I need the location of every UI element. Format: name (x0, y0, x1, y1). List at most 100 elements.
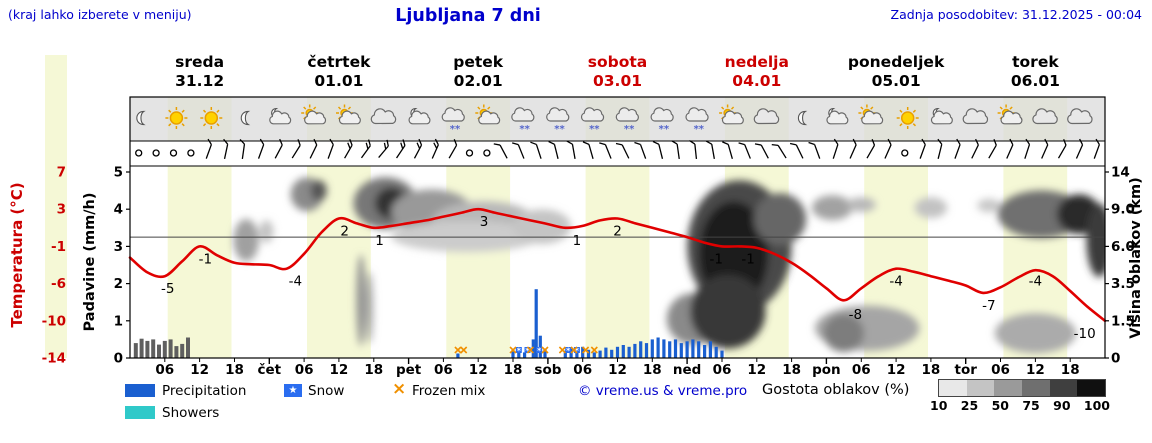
temperature-value-label: -1 (709, 251, 722, 267)
svg-text:0: 0 (1111, 351, 1120, 367)
precipitation-tick-labels: 5 4 3 2 1 0 (114, 165, 123, 367)
snow-swatch: ★ (284, 384, 302, 397)
wind-barb-icon (344, 139, 353, 159)
wind-row-bg (130, 141, 1105, 166)
frozen-mix-legend-label: Frozen mix (412, 383, 486, 399)
svg-text:06: 06 (713, 362, 732, 378)
snowflakes-glyph: ** (659, 124, 670, 135)
svg-text:06: 06 (852, 362, 871, 378)
snowflakes-glyph: ** (589, 124, 600, 135)
scale-label: 100 (1083, 398, 1110, 413)
wind-barb-icon (493, 143, 508, 159)
showers-swatch (125, 406, 155, 419)
svg-text:pon: pon (812, 362, 841, 378)
wind-barb-icon (291, 139, 301, 159)
wind-barb-icon (257, 138, 265, 159)
wind-barb-icon (360, 139, 371, 159)
wind-barb-icon (954, 138, 961, 159)
wind-barb-icon (448, 139, 458, 159)
svg-text:18: 18 (364, 362, 383, 378)
wind-barb-icon (866, 139, 876, 159)
svg-text:06: 06 (434, 362, 453, 378)
frozen-mix-icon: × (392, 379, 407, 399)
cloud-icon (370, 108, 397, 125)
wind-barb-icon (832, 138, 839, 159)
wind-barb-icon (722, 141, 733, 159)
wind-barb-icon (378, 139, 389, 159)
sun-icon (896, 107, 919, 129)
snow-markers: * * * * * (515, 347, 580, 356)
svg-text:-14: -14 (42, 351, 66, 367)
day-date: 03.01 (593, 72, 642, 90)
calm-wind-icon (187, 149, 195, 157)
cloud-icon (753, 108, 780, 125)
temperature-value-label: -1 (741, 251, 754, 267)
day-date: 01.01 (314, 72, 363, 90)
day-name: četrtek (307, 53, 371, 71)
wind-barb-icon (1093, 138, 1100, 159)
svg-text:1.5: 1.5 (1111, 313, 1135, 329)
calm-wind-icon (901, 149, 909, 157)
precipitation-bars (456, 289, 724, 358)
svg-text:-10: -10 (42, 313, 66, 329)
cloud-density-legend-label: Gostota oblakov (%) (762, 382, 910, 398)
svg-text:ned: ned (673, 362, 701, 378)
snowflakes-glyph: ** (624, 124, 635, 135)
temperature-value-label: -5 (161, 281, 174, 297)
temperature-value-label: -10 (1074, 326, 1096, 342)
temperature-tick-labels: 7 3 -1 -6 -10 -14 (42, 165, 66, 367)
cloud-icon (269, 110, 292, 125)
wind-barb-icon (738, 142, 751, 159)
cloud-icon (1032, 108, 1058, 125)
day-name: sobota (588, 53, 648, 71)
cloud-icon (478, 110, 501, 125)
svg-text:18: 18 (504, 362, 523, 378)
scale-segment (939, 380, 967, 396)
sun-icon (165, 107, 188, 129)
axis-ticks (126, 171, 1109, 364)
svg-text:3.5: 3.5 (1111, 276, 1135, 292)
scale-label: 25 (960, 398, 979, 413)
cloud-density-scale-labels: 10 25 50 75 90 100 (930, 398, 1110, 413)
svg-text:06: 06 (991, 362, 1010, 378)
precipitation-legend-label: Precipitation (162, 383, 247, 399)
svg-text:1: 1 (114, 313, 123, 329)
svg-text:12: 12 (887, 362, 906, 378)
scale-segment (1022, 380, 1050, 396)
cloud-icon (1067, 108, 1093, 125)
wind-barb-icon (431, 138, 439, 159)
svg-text:06: 06 (155, 362, 174, 378)
svg-text:-6: -6 (51, 276, 66, 292)
svg-text:9.0: 9.0 (1111, 202, 1135, 218)
wind-barb-icon (239, 138, 246, 160)
svg-text:12: 12 (1026, 362, 1045, 378)
svg-text:18: 18 (1061, 362, 1080, 378)
wind-barb-icon (309, 138, 318, 159)
svg-text:čet: čet (257, 362, 281, 378)
calm-wind-icon (169, 149, 178, 157)
day-name: nedelja (725, 53, 789, 71)
cloud-icon (338, 110, 361, 125)
svg-text:*: * (525, 347, 530, 356)
svg-text:*: * (566, 347, 571, 356)
cloud-icon (546, 107, 570, 122)
wind-barb-row (135, 138, 1100, 160)
wind-barb-icon (754, 143, 769, 159)
wind-barb-icon (1041, 138, 1049, 159)
cloud-height-axis-title: Višina oblakov (km) (1128, 177, 1144, 339)
time-axis-labels: 06 12 18 čet 06 12 18 pet 06 12 18 sob 06 12 18 ned 06 12… (155, 362, 1079, 378)
cloud-icon (721, 110, 744, 125)
cloud-height-tick-labels: 14 9.0 6.0 3.5 1.5 0 (1111, 165, 1135, 367)
wind-barb-icon (566, 140, 576, 160)
location-hint: (kraj lahko izberete v meniju) (8, 7, 192, 22)
copyright-link[interactable]: © vreme.us & vreme.pro (578, 383, 748, 399)
wind-barb-icon (413, 138, 423, 159)
svg-text:5: 5 (114, 165, 123, 181)
showers-legend-label: Showers (162, 405, 220, 421)
wind-barb-icon (599, 142, 612, 159)
temperature-axis-title: Temperatura (°C) (8, 182, 26, 328)
day-name: torek (1012, 53, 1059, 71)
